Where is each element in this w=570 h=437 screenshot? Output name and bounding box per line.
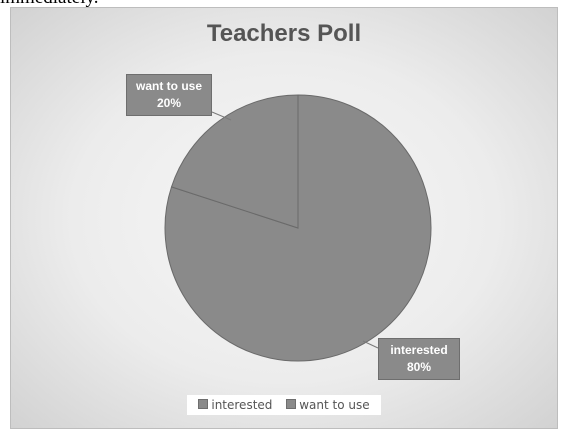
chart-area: Teachers Poll want to use 20% interested… — [10, 7, 558, 429]
legend-swatch-interested — [198, 399, 209, 409]
data-label-want-to-use-value: 20% — [156, 96, 182, 110]
data-label-want-to-use: want to use 20% — [126, 74, 212, 116]
data-label-interested: interested 80% — [378, 338, 460, 380]
legend-item-want-to-use: want to use — [286, 398, 370, 412]
legend-box: interested want to use — [187, 395, 381, 415]
legend-item-interested: interested — [198, 398, 272, 412]
document-text-fragment: immediately. — [0, 0, 99, 9]
chart-title: Teachers Poll — [206, 20, 362, 47]
legend-label-interested: interested — [211, 398, 273, 412]
leader-line-want-to-use — [211, 111, 232, 121]
legend-label-want-to-use: want to use — [299, 398, 370, 412]
chart-legend: interested want to use — [11, 395, 557, 415]
data-label-want-to-use-category: want to use — [135, 79, 202, 93]
legend-swatch-want-to-use — [286, 399, 297, 409]
leader-line-interested — [362, 340, 379, 349]
pie-slice-want-to-use — [170, 94, 299, 229]
pie-chart — [164, 94, 432, 362]
data-label-interested-value: 80% — [406, 360, 432, 374]
data-label-interested-category: interested — [390, 343, 448, 357]
